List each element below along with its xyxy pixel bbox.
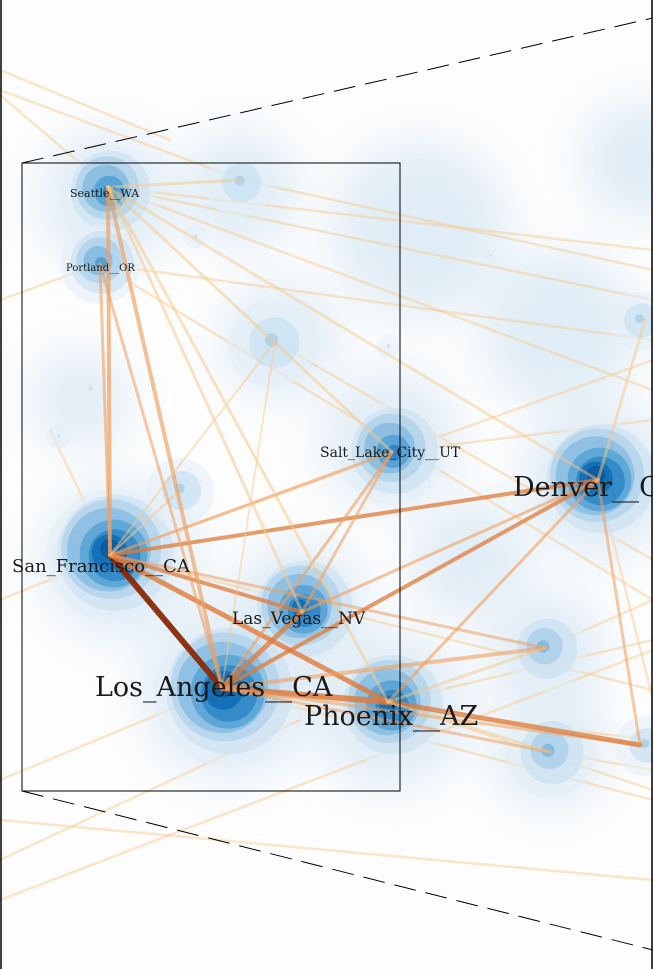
flight-edge-line xyxy=(109,341,276,556)
density-blob-minor xyxy=(376,334,400,359)
density-ring xyxy=(489,253,492,257)
flight-edge-line xyxy=(108,553,304,614)
flight-edge-line xyxy=(385,699,643,748)
inset-rectangle xyxy=(21,162,401,792)
projection-line-top xyxy=(21,17,653,164)
density-ring xyxy=(640,739,650,749)
faint-edge-line xyxy=(106,185,653,302)
flight-edges-layer xyxy=(98,178,647,754)
density-ring xyxy=(635,314,645,324)
city-label-san-francisco: San_Francisco__CA xyxy=(12,556,191,577)
flight-edge-line xyxy=(386,478,600,704)
flight-edge-line xyxy=(106,185,224,690)
density-ring xyxy=(88,386,93,391)
flight-edge-line xyxy=(106,185,390,704)
flight-edge-line xyxy=(300,450,394,614)
flight-edge-line xyxy=(98,262,112,557)
density-blob-secondary xyxy=(503,608,587,693)
flight-edge-line xyxy=(596,478,642,747)
city-label-las-vegas: Las_Vegas__NV xyxy=(232,609,366,629)
density-blob-secondary xyxy=(146,457,214,526)
flight-edge-line xyxy=(386,700,552,754)
faint-edge-line xyxy=(98,262,653,342)
city-label-seattle: Seattle__WA xyxy=(70,187,140,200)
density-blob-secondary xyxy=(206,149,274,218)
density-blob-minor xyxy=(183,224,207,249)
density-blob-minor xyxy=(482,247,498,264)
density-ring xyxy=(386,344,391,348)
faint-edge-line xyxy=(240,178,653,272)
flight-edge-line xyxy=(106,178,244,189)
flight-edge-line xyxy=(220,686,552,754)
projection-line-bottom xyxy=(21,790,653,951)
density-blob-secondary xyxy=(228,300,316,389)
density-ring xyxy=(56,434,61,438)
density-haze-spot xyxy=(480,250,640,410)
flight-edge-line xyxy=(107,552,225,691)
density-haze-spot xyxy=(30,350,130,450)
flight-edge-line xyxy=(98,262,224,690)
faint-edge-line xyxy=(0,68,172,142)
faint-edge-line xyxy=(0,818,653,882)
density-blob-minor xyxy=(46,424,70,449)
faint-edge-line xyxy=(106,185,653,252)
flight-edge-line xyxy=(106,185,304,614)
flight-edge-line xyxy=(221,341,276,689)
city-label-denver: Denver__C xyxy=(513,472,653,503)
density-haze-spot xyxy=(580,100,653,220)
flight-edge-line xyxy=(106,185,394,454)
city-label-phoenix: Phoenix__AZ xyxy=(304,701,478,732)
density-ring xyxy=(193,234,198,238)
flight-edge-line xyxy=(220,450,394,690)
density-blob-secondary xyxy=(610,291,653,352)
flight-edge-line xyxy=(107,552,391,705)
faint-edge-line xyxy=(106,185,653,392)
flight-edge-line xyxy=(596,318,647,482)
flight-edge-line xyxy=(386,646,547,704)
flight-edge-line xyxy=(300,478,600,614)
city-label-portland: Portland__OR xyxy=(66,263,135,274)
flight-edge-line xyxy=(106,185,600,482)
density-haze-spot xyxy=(410,500,530,620)
faint-edge-line xyxy=(0,88,244,182)
flight-edge-line xyxy=(220,478,600,690)
city-label-los-angeles: Los_Angeles__CA xyxy=(95,672,333,703)
city-label-salt-lake-city: Salt_Lake_City__UT xyxy=(320,445,461,461)
city-labels-layer: Seattle__WA Portland__OR Salt_Lake_City_… xyxy=(12,187,653,732)
flight-edge-line xyxy=(106,185,112,557)
density-haze-spot xyxy=(330,140,510,320)
flight-edge-line xyxy=(220,646,547,690)
flight-edge-line xyxy=(219,609,305,691)
density-blob-minor xyxy=(76,374,104,403)
